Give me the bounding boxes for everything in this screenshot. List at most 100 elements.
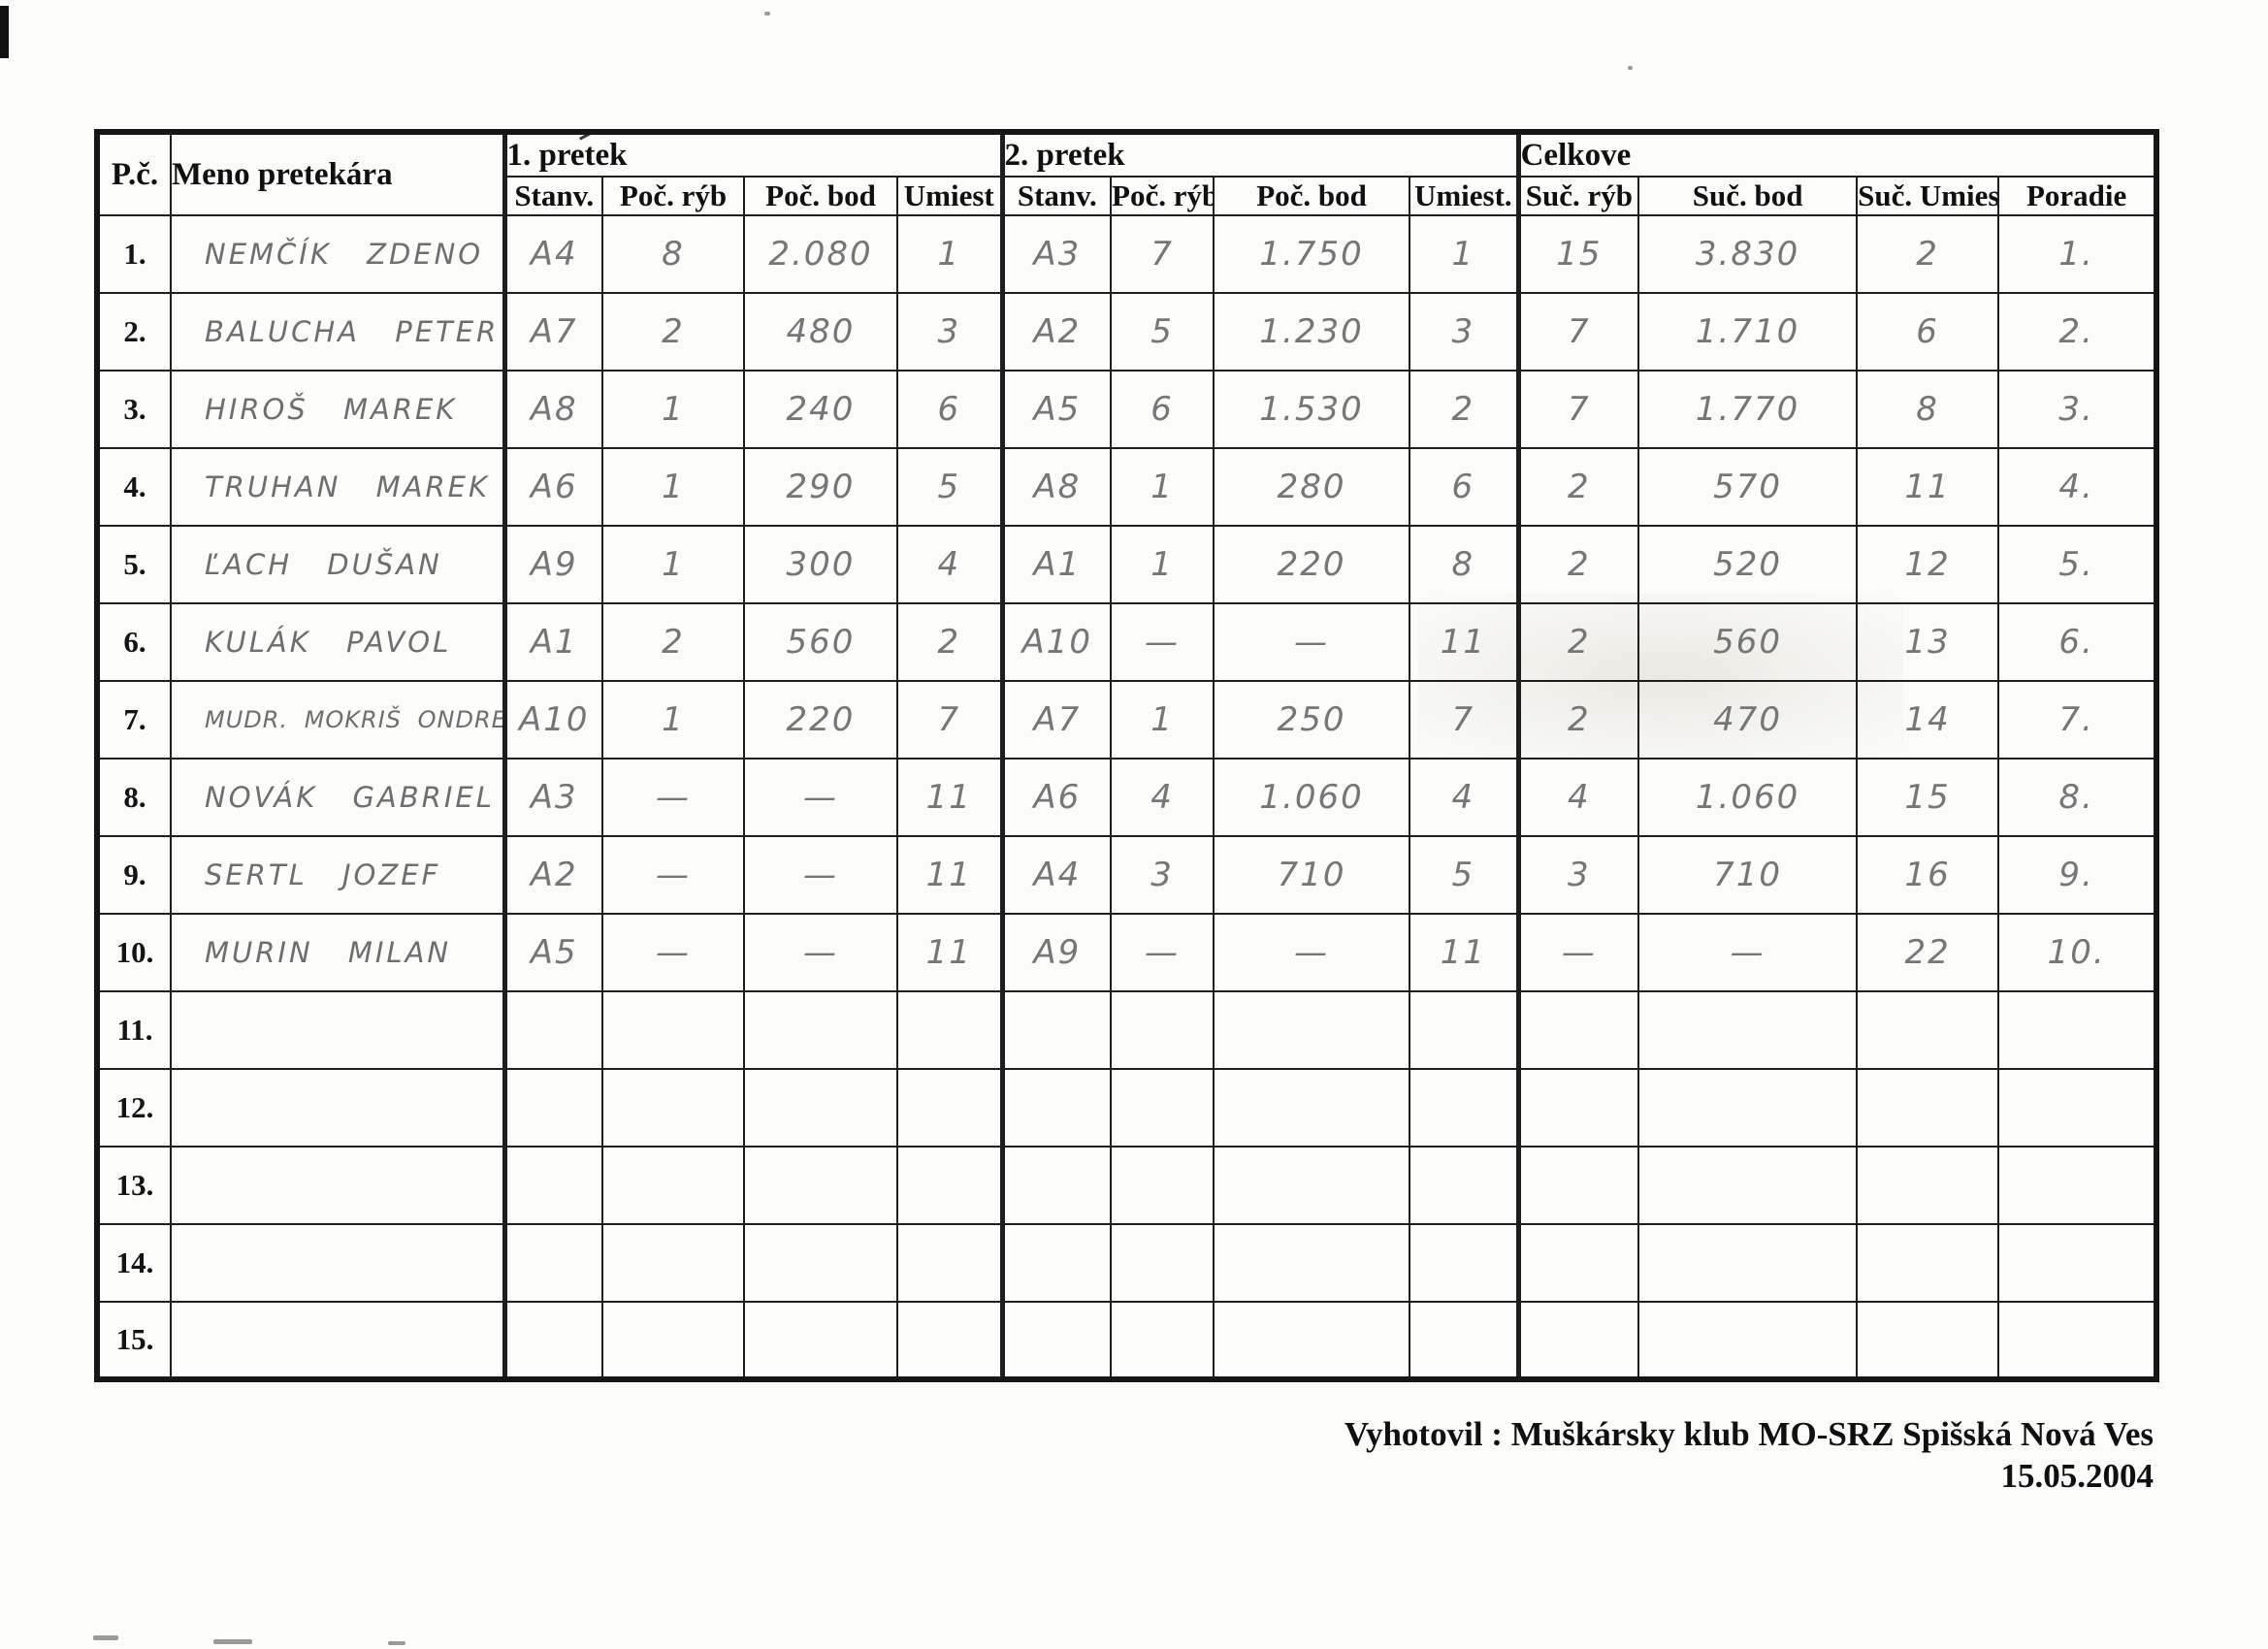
scan-speck xyxy=(1628,66,1633,70)
data-cell: 8 xyxy=(1409,525,1520,604)
data-cell xyxy=(743,1068,898,1148)
data-cell: 2 xyxy=(895,602,1004,682)
data-cell: A7 xyxy=(999,680,1113,760)
data-cell xyxy=(1213,1068,1411,1148)
data-cell: 3 xyxy=(1409,292,1520,372)
data-cell: — xyxy=(1213,913,1411,992)
results-table: P.č. Meno pretekára 1. pretek 2. pretek … xyxy=(94,129,2160,1382)
data-cell xyxy=(1856,1068,2000,1148)
data-cell xyxy=(895,1223,1004,1303)
data-cell: — xyxy=(1515,913,1640,992)
data-cell: 570 xyxy=(1637,447,1859,527)
data-cell: — xyxy=(601,913,745,992)
competitor-name-cell: NOVÁK GABRIEL xyxy=(170,758,505,837)
data-cell: 520 xyxy=(1637,525,1859,604)
data-cell: 1.770 xyxy=(1637,370,1859,449)
data-cell: A2 xyxy=(502,835,603,915)
data-cell: 11 xyxy=(1856,447,2000,527)
data-cell: 5 xyxy=(895,447,1004,527)
data-cell: 220 xyxy=(1213,525,1411,604)
competitor-name-cell: KULÁK PAVOL xyxy=(170,602,505,682)
data-cell xyxy=(1213,1223,1411,1303)
data-cell: 8. xyxy=(1997,758,2158,837)
data-cell: 1.060 xyxy=(1637,758,1859,837)
competitor-name-cell: HIROŠ MAREK xyxy=(170,370,505,449)
data-cell xyxy=(743,1223,898,1303)
data-cell xyxy=(999,990,1113,1070)
scan-artifact-bar xyxy=(0,6,9,58)
data-cell xyxy=(1856,990,2000,1070)
data-cell: A5 xyxy=(502,913,603,992)
data-cell xyxy=(1110,990,1215,1070)
data-cell xyxy=(1997,1223,2158,1303)
data-cell xyxy=(1110,1068,1215,1148)
table-row: 11. xyxy=(96,990,2158,1070)
competitor-name-cell xyxy=(170,1301,505,1380)
column-header-umiest2: Umiest. xyxy=(1409,176,1520,216)
data-cell: 7 xyxy=(895,680,1004,760)
competitor-name-cell xyxy=(170,1223,505,1303)
data-cell: 7 xyxy=(1515,370,1640,449)
data-cell xyxy=(999,1146,1113,1225)
data-cell xyxy=(743,1301,898,1380)
data-cell xyxy=(1409,1301,1520,1380)
data-cell: 4 xyxy=(1409,758,1520,837)
data-cell: 4. xyxy=(1997,447,2158,527)
data-cell: A3 xyxy=(999,214,1113,294)
column-header-name: Meno pretekára xyxy=(170,131,505,216)
data-cell: 15 xyxy=(1856,758,2000,837)
data-cell: 16 xyxy=(1856,835,2000,915)
data-cell: 7. xyxy=(1997,680,2158,760)
data-cell: 22 xyxy=(1856,913,2000,992)
data-cell: 9. xyxy=(1997,835,2158,915)
data-cell: 11 xyxy=(1409,913,1520,992)
data-cell xyxy=(1515,1301,1640,1380)
data-cell: 1 xyxy=(1110,680,1215,760)
data-cell xyxy=(601,1223,745,1303)
column-header-pocbod2: Poč. bod xyxy=(1213,176,1411,216)
data-cell xyxy=(502,1146,603,1225)
data-cell: 1 xyxy=(601,370,745,449)
data-cell: 11 xyxy=(895,913,1004,992)
column-header-stanv2: Stanv. xyxy=(999,176,1113,216)
column-header-sucbod: Suč. bod xyxy=(1637,176,1859,216)
data-cell: 2. xyxy=(1997,292,2158,372)
data-cell: 1 xyxy=(1110,525,1215,604)
data-cell: 1 xyxy=(895,214,1004,294)
data-cell: A9 xyxy=(502,525,603,604)
data-cell: A7 xyxy=(502,292,603,372)
data-cell: 300 xyxy=(743,525,898,604)
data-cell xyxy=(1637,1068,1859,1148)
data-cell: 13 xyxy=(1856,602,2000,682)
competitor-name-cell: BALUCHA PETER xyxy=(170,292,505,372)
data-cell: A4 xyxy=(999,835,1113,915)
data-cell: — xyxy=(743,913,898,992)
competitor-name-cell: MURIN MILAN xyxy=(170,913,505,992)
data-cell xyxy=(1997,1146,2158,1225)
data-cell: 7 xyxy=(1515,292,1640,372)
data-cell: 1 xyxy=(601,680,745,760)
row-number-cell: 15. xyxy=(96,1301,172,1380)
row-number-cell: 4. xyxy=(96,447,172,527)
table-row: 7. MUDR. MOKRIŠ ONDREJ A10 1 220 7 A7 1 … xyxy=(96,680,2158,760)
data-cell xyxy=(502,1068,603,1148)
data-cell: 470 xyxy=(1637,680,1859,760)
row-number-cell: 9. xyxy=(96,835,172,915)
data-cell: A1 xyxy=(999,525,1113,604)
section-header-pretek1: 1. pretek xyxy=(502,131,1004,178)
data-cell xyxy=(1637,1223,1859,1303)
column-header-pc: P.č. xyxy=(96,131,172,216)
table-row: 14. xyxy=(96,1223,2158,1303)
data-cell: — xyxy=(1213,602,1411,682)
competitor-name-cell xyxy=(170,990,505,1070)
data-cell: 1.710 xyxy=(1637,292,1859,372)
data-cell: 1.060 xyxy=(1213,758,1411,837)
data-cell: 14 xyxy=(1856,680,2000,760)
data-cell: A8 xyxy=(502,370,603,449)
data-cell: 240 xyxy=(743,370,898,449)
table-row: 6. KULÁK PAVOL A1 2 560 2 A10 — — 11 2 5… xyxy=(96,602,2158,682)
data-cell: 11 xyxy=(1409,602,1520,682)
row-number-cell: 2. xyxy=(96,292,172,372)
footer-credit: Vyhotovil : Muškársky klub MO-SRZ Spišsk… xyxy=(1344,1415,2154,1453)
data-cell xyxy=(895,1146,1004,1225)
